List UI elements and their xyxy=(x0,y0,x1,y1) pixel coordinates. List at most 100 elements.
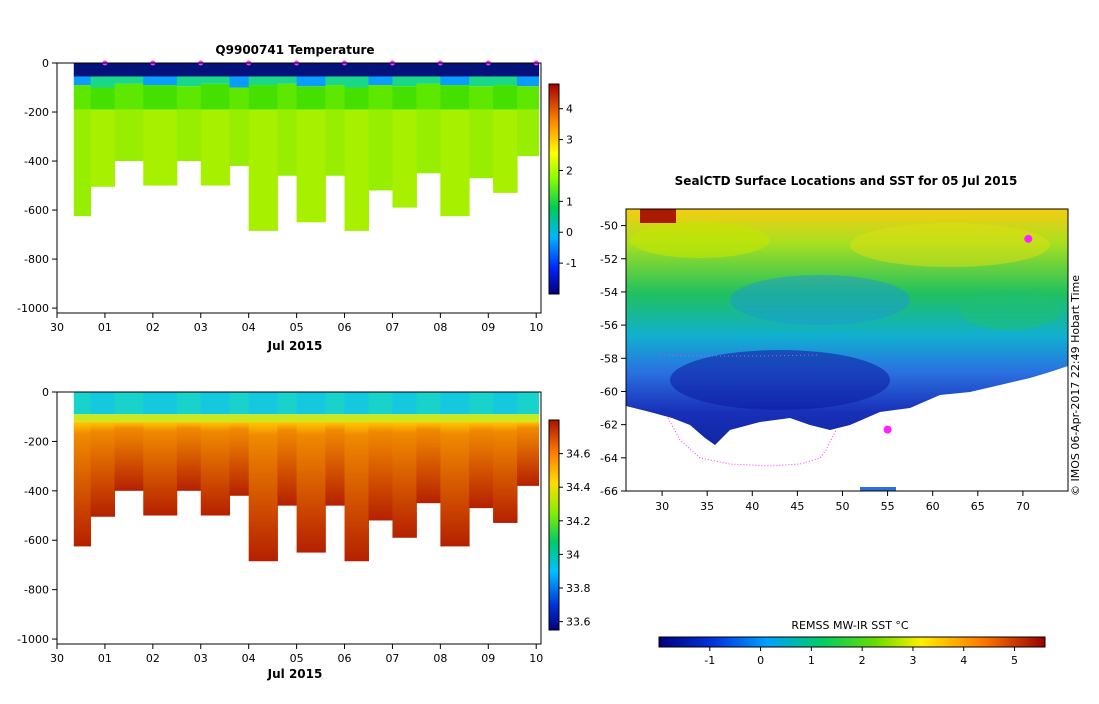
deep-warm-layer xyxy=(392,109,417,208)
colorbar-tick-label: 34 xyxy=(566,548,580,561)
temperature-y-axis: 0 -200 -400 -600 -800 -1000 xyxy=(17,57,57,315)
deep-saline-layer xyxy=(229,421,250,496)
surface-fresh-layer xyxy=(440,392,470,415)
thermocline-layer xyxy=(277,83,298,110)
y-tick-label: -400 xyxy=(24,485,49,498)
y-tick-label: -400 xyxy=(24,155,49,168)
surface-fresh-layer xyxy=(296,392,326,415)
transition-layer xyxy=(229,76,250,88)
seal-positions xyxy=(883,234,1033,434)
warm-corner-patch xyxy=(640,209,676,223)
surface-cold-layer xyxy=(392,63,417,77)
x-tick-label: 06 xyxy=(338,321,352,334)
y-tick-label: -1000 xyxy=(17,633,49,646)
map-frame xyxy=(625,208,1069,492)
surface-cold-layer xyxy=(114,63,144,77)
temperature-profile-column xyxy=(143,63,178,186)
y-tick-label: -600 xyxy=(24,534,49,547)
sst-colorbar-tick-label: 4 xyxy=(960,654,967,667)
x-tick-label: 07 xyxy=(385,652,399,665)
salinity-profile-column xyxy=(517,392,540,486)
y-tick-label: -800 xyxy=(24,253,49,266)
transition-layer xyxy=(440,76,470,86)
surface-fresh-layer xyxy=(517,392,540,415)
halocline-layer xyxy=(248,414,278,422)
transition-layer xyxy=(325,76,346,86)
deep-warm-layer xyxy=(325,109,346,176)
x-tick-label: 09 xyxy=(481,321,495,334)
temperature-profile-column xyxy=(392,63,417,208)
temperature-profile-column xyxy=(90,63,116,187)
salinity-profile-column xyxy=(277,392,298,506)
temperature-section xyxy=(73,63,540,231)
deep-saline-layer xyxy=(277,421,298,506)
deep-warm-layer xyxy=(296,109,326,223)
surface-fresh-layer xyxy=(143,392,178,415)
halocline-layer xyxy=(440,414,470,422)
deep-warm-layer xyxy=(229,109,250,166)
lat-tick-label: -60 xyxy=(600,385,618,398)
halocline-layer xyxy=(73,414,92,422)
deep-saline-layer xyxy=(296,421,326,553)
deep-saline-layer xyxy=(325,421,346,506)
salinity-x-label: Jul 2015 xyxy=(267,667,323,681)
colorbar-tick-label: 4 xyxy=(566,103,573,116)
seal-position-marker xyxy=(1024,234,1033,243)
surface-fresh-layer xyxy=(176,392,202,415)
transition-layer xyxy=(248,76,278,86)
x-tick-label: 09 xyxy=(481,652,495,665)
halocline-layer xyxy=(229,414,250,422)
thermocline-layer xyxy=(493,85,518,110)
y-tick-label: 0 xyxy=(42,57,49,70)
x-tick-label: 07 xyxy=(385,321,399,334)
salinity-profile-column xyxy=(493,392,518,523)
salinity-profile-column xyxy=(368,392,393,521)
lat-tick-label: -50 xyxy=(600,220,618,233)
colorbar-tick-label: 34.6 xyxy=(566,448,591,461)
transition-layer xyxy=(73,76,92,86)
lon-tick-label: 30 xyxy=(655,500,669,513)
deep-warm-layer xyxy=(469,109,494,179)
salinity-profile-column xyxy=(200,392,231,516)
surface-fresh-layer xyxy=(200,392,231,415)
transition-layer xyxy=(517,76,540,87)
deep-warm-layer xyxy=(114,109,144,162)
thermocline-layer xyxy=(176,86,202,110)
deep-warm-layer xyxy=(277,109,298,176)
temperature-profile-column xyxy=(73,63,92,217)
lon-tick-label: 35 xyxy=(700,500,714,513)
surface-fresh-layer xyxy=(90,392,116,415)
thermocline-layer xyxy=(73,85,92,110)
salinity-colorbar-ticks: 33.6 33.8 34 34.2 34.4 34.6 xyxy=(559,448,591,629)
deep-saline-layer xyxy=(200,421,231,516)
sst-colorbar-tick-label: -1 xyxy=(704,654,715,667)
surface-cold-layer xyxy=(517,63,540,77)
thermocline-layer xyxy=(114,83,144,110)
deep-warm-layer xyxy=(248,109,278,231)
transition-layer xyxy=(90,76,116,88)
temperature-profile-column xyxy=(344,63,369,231)
x-tick-label: 02 xyxy=(146,652,160,665)
x-tick-label: 30 xyxy=(50,321,64,334)
temperature-x-label: Jul 2015 xyxy=(267,339,323,353)
map-x-axis: 30 35 40 45 50 55 60 65 70 xyxy=(655,491,1030,513)
deep-warm-layer xyxy=(440,109,470,217)
colorbar-tick-label: 3 xyxy=(566,134,573,147)
salinity-plot-frame xyxy=(56,391,542,645)
deep-saline-layer xyxy=(344,421,369,562)
salinity-profile-column xyxy=(114,392,144,491)
temperature-profile-column xyxy=(277,63,298,176)
colorbar-tick-label: -1 xyxy=(566,257,577,270)
sst-map xyxy=(626,209,1068,491)
deep-saline-layer xyxy=(392,421,417,538)
thermocline-layer xyxy=(392,86,417,110)
x-tick-label: 30 xyxy=(50,652,64,665)
warm-patch xyxy=(630,222,770,258)
transition-layer xyxy=(200,76,231,84)
y-tick-label: -200 xyxy=(24,435,49,448)
deep-warm-layer xyxy=(416,109,441,174)
deep-saline-layer xyxy=(368,421,393,521)
colorbar-tick-label: 34.2 xyxy=(566,515,591,528)
surface-fresh-layer xyxy=(344,392,369,415)
y-tick-label: -200 xyxy=(24,106,49,119)
